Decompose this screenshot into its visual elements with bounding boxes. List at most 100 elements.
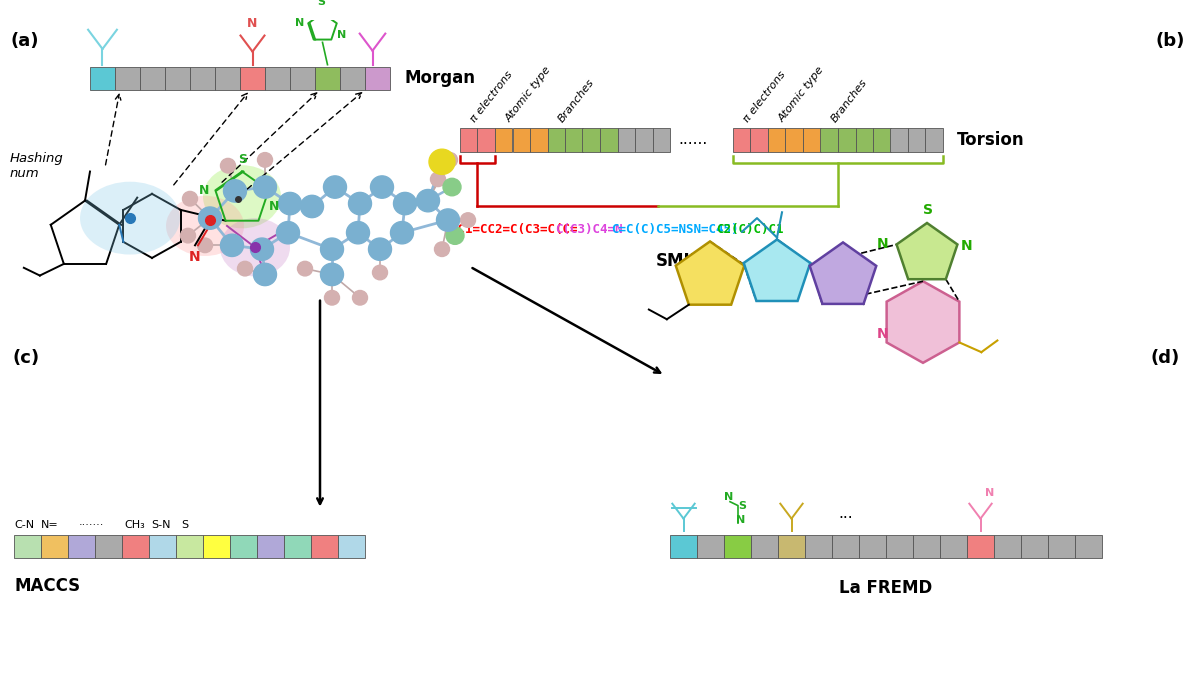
Circle shape (368, 238, 391, 260)
Bar (653, 128, 670, 152)
Bar (230, 535, 257, 558)
Ellipse shape (203, 165, 281, 228)
Ellipse shape (80, 182, 180, 255)
Text: N: N (337, 30, 346, 40)
Text: (c): (c) (12, 349, 40, 367)
Text: (b): (b) (1156, 32, 1184, 50)
Circle shape (253, 176, 276, 198)
Text: N: N (247, 17, 258, 30)
Text: Torsion: Torsion (958, 131, 1025, 149)
Text: Hashing
num: Hashing num (10, 152, 64, 180)
Circle shape (431, 172, 445, 187)
Circle shape (324, 291, 340, 305)
Text: Morgan: Morgan (404, 69, 475, 87)
Bar (697, 535, 724, 558)
Bar (805, 535, 832, 558)
Circle shape (446, 227, 464, 244)
Bar (838, 128, 856, 152)
Text: π electrons: π electrons (742, 69, 787, 124)
Text: ......: ...... (678, 133, 707, 147)
Text: N: N (877, 327, 889, 341)
Circle shape (300, 195, 324, 218)
Bar (460, 128, 478, 152)
Bar (786, 128, 803, 152)
Circle shape (348, 192, 372, 214)
Text: S: S (738, 502, 746, 511)
Bar (1075, 535, 1102, 558)
Circle shape (253, 263, 276, 286)
Circle shape (324, 176, 347, 198)
Circle shape (238, 262, 252, 276)
Text: Branches: Branches (829, 77, 869, 124)
Text: CH₃: CH₃ (125, 520, 145, 530)
Circle shape (221, 158, 235, 173)
Bar (365, 67, 390, 90)
Text: N: N (724, 492, 733, 502)
Circle shape (278, 192, 301, 214)
Polygon shape (676, 242, 744, 305)
Text: N: N (736, 515, 745, 525)
Bar (340, 67, 365, 90)
Bar (140, 67, 166, 90)
Text: N: N (961, 239, 973, 253)
Circle shape (443, 153, 457, 167)
Bar (803, 128, 821, 152)
Circle shape (390, 221, 414, 244)
Text: π electrons: π electrons (469, 69, 515, 124)
Bar (494, 128, 512, 152)
Bar (257, 535, 284, 558)
Bar (768, 128, 786, 152)
Bar (68, 535, 95, 558)
Bar (41, 535, 68, 558)
Bar (635, 128, 653, 152)
Bar (967, 535, 994, 558)
Circle shape (298, 262, 312, 276)
Bar (530, 128, 547, 152)
Bar (95, 535, 122, 558)
Bar (750, 128, 768, 152)
Bar (265, 67, 290, 90)
Text: N: N (269, 200, 280, 213)
Circle shape (182, 192, 198, 206)
Text: C-N: C-N (14, 520, 34, 530)
Polygon shape (810, 242, 876, 304)
Bar (994, 535, 1021, 558)
Bar (166, 67, 190, 90)
Circle shape (394, 192, 416, 214)
Circle shape (221, 234, 244, 257)
Bar (751, 535, 778, 558)
Bar (284, 535, 311, 558)
Bar (582, 128, 600, 152)
Circle shape (461, 213, 475, 228)
Bar (547, 128, 565, 152)
Bar (512, 128, 530, 152)
Bar (122, 535, 149, 558)
Bar (908, 128, 925, 152)
Bar (90, 67, 115, 90)
Bar (733, 128, 750, 152)
Bar (565, 128, 582, 152)
Text: C=C(C)C5=NSN=C45): C=C(C)C5=NSN=C45) (611, 223, 739, 236)
Bar (724, 535, 751, 558)
Circle shape (276, 221, 300, 244)
Ellipse shape (166, 196, 244, 256)
Bar (832, 535, 859, 558)
Text: S: S (239, 153, 247, 166)
Bar (1021, 535, 1048, 558)
Circle shape (198, 207, 222, 229)
Circle shape (251, 238, 274, 260)
Circle shape (372, 265, 388, 280)
Circle shape (347, 221, 370, 244)
Bar (856, 128, 874, 152)
Circle shape (180, 228, 196, 243)
Circle shape (437, 209, 460, 231)
Bar (290, 67, 314, 90)
Circle shape (223, 180, 246, 202)
Bar (149, 535, 176, 558)
Text: N: N (199, 185, 209, 197)
Bar (618, 128, 635, 152)
Text: N: N (877, 237, 889, 251)
Circle shape (434, 242, 450, 257)
Text: ·······: ······· (79, 520, 104, 530)
Bar (203, 535, 230, 558)
